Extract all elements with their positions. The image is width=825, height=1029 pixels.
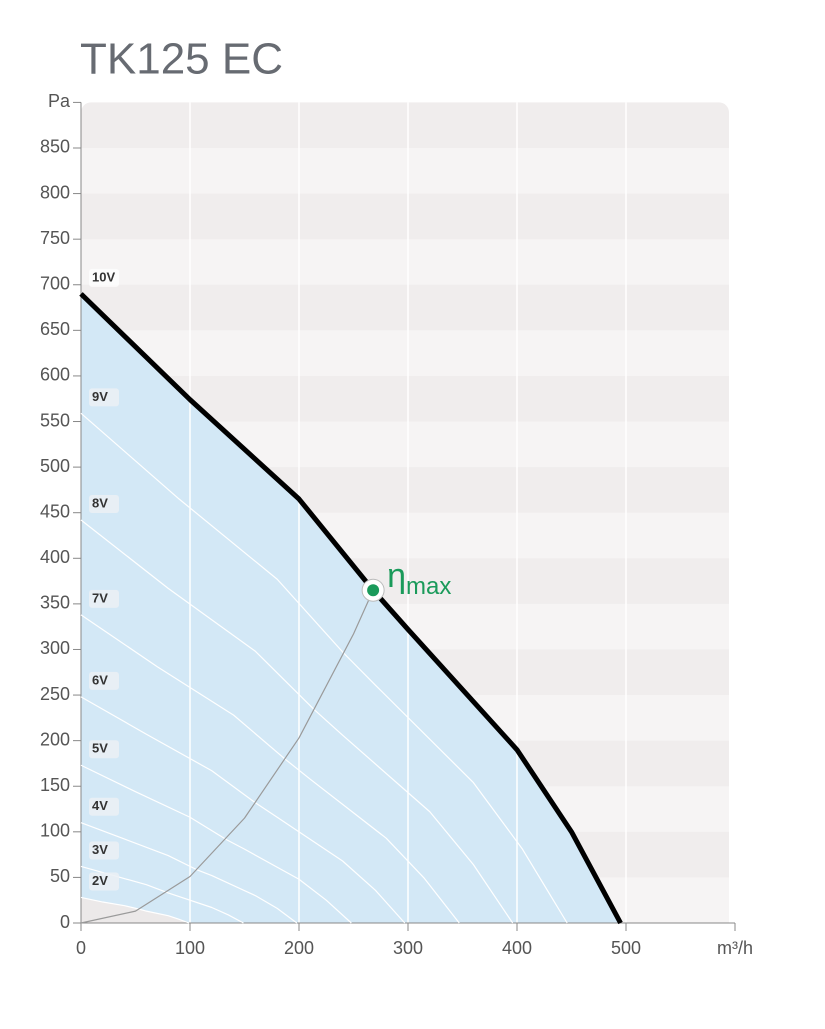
- y-tick-label: 850: [40, 137, 70, 157]
- series-label-bg: [89, 388, 119, 407]
- voltage-curve: [80, 412, 568, 924]
- series-label-bg: [89, 671, 119, 690]
- y-tick-label: 600: [40, 365, 70, 385]
- y-tick-label: 700: [40, 274, 70, 294]
- y-tick-label: 100: [40, 821, 70, 841]
- y-tick-label: Pa: [48, 91, 71, 111]
- y-tick-label: 250: [40, 684, 70, 704]
- series-label-bg: [89, 589, 119, 608]
- series-label: 6V: [92, 672, 108, 687]
- annotation-subscript: max: [406, 574, 451, 601]
- series-label-bg: [89, 740, 119, 759]
- series-label: 10V: [92, 269, 115, 284]
- efficiency-curve: [80, 589, 374, 924]
- voltage-curve: [80, 896, 190, 924]
- x-tick-label: 0: [76, 938, 86, 958]
- y-tick-label: 500: [40, 456, 70, 476]
- x-tick-label: 200: [284, 938, 314, 958]
- chart-title: TK125 EC: [80, 35, 283, 84]
- y-tick-label: 550: [40, 410, 70, 430]
- stripe: [81, 330, 729, 376]
- y-tick-label: 750: [40, 228, 70, 248]
- y-tick-label: 450: [40, 501, 70, 521]
- voltage-curve: [80, 614, 460, 924]
- series-label: 9V: [92, 389, 108, 404]
- y-tick-label: 400: [40, 547, 70, 567]
- series-label-bg: [89, 268, 119, 287]
- voltage-curve: [80, 764, 352, 924]
- max-voltage-curve: [79, 292, 623, 925]
- stripe: [81, 239, 729, 285]
- y-tick-label: 50: [50, 866, 70, 886]
- y-tick-label: 300: [40, 638, 70, 658]
- annotation: ηmax: [387, 557, 451, 600]
- voltage-curve: [80, 865, 244, 924]
- series-label: 8V: [92, 495, 108, 510]
- y-tick-label: 350: [40, 593, 70, 613]
- x-tick-label: 400: [502, 938, 532, 958]
- series-label: 2V: [92, 873, 108, 888]
- operating-area: [81, 293, 621, 924]
- y-tick-label: 800: [40, 182, 70, 202]
- series-label: 7V: [92, 590, 108, 605]
- series-label: 3V: [92, 842, 108, 857]
- y-tick-label: 200: [40, 729, 70, 749]
- x-tick-label: 300: [393, 938, 423, 958]
- series-label-bg: [89, 797, 119, 816]
- y-tick-label: 150: [40, 775, 70, 795]
- efficiency-point: [367, 584, 380, 597]
- series-label-bg: [89, 841, 119, 860]
- x-tick-label: 500: [611, 938, 641, 958]
- x-tick-label: 100: [175, 938, 205, 958]
- y-tick-label: 0: [60, 912, 70, 932]
- voltage-curve: [80, 696, 406, 924]
- series-label-bg: [89, 872, 119, 891]
- series-label-bg: [89, 494, 119, 513]
- voltage-curve: [80, 822, 298, 924]
- y-tick-label: 650: [40, 319, 70, 339]
- x-tick-label: m³/h: [717, 938, 753, 958]
- series-label: 4V: [92, 798, 108, 813]
- voltage-curve: [80, 519, 514, 924]
- series-label: 5V: [92, 741, 108, 756]
- stripe: [81, 147, 729, 194]
- annotation-symbol: η: [387, 557, 406, 595]
